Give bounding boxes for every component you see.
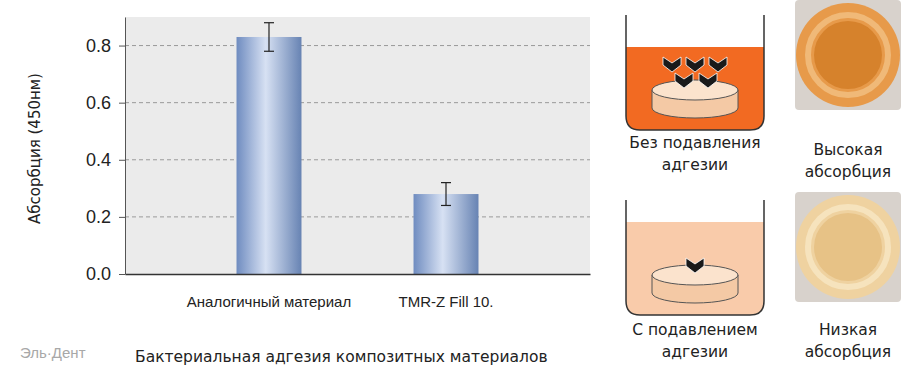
x-axis-line: [126, 274, 591, 276]
bar: [237, 37, 302, 274]
photo: [795, 192, 901, 302]
x-tick: Аналогичный материал: [187, 274, 351, 310]
x-tick: TMR-Z Fill 10.: [399, 274, 494, 310]
bacterium: [709, 57, 727, 72]
annotation: Без подавления: [629, 134, 760, 152]
error-bar-stem: [268, 23, 269, 52]
bar: [414, 194, 479, 274]
beaker-liquid: [626, 47, 764, 130]
error-bar-cap: [264, 51, 274, 52]
y-tick-label: 0.4: [86, 150, 111, 170]
x-axis: Аналогичный материал TMR-Z Fill 10.: [126, 274, 591, 310]
error-bar: [264, 23, 274, 52]
x-tick-label: TMR-Z Fill 10.: [399, 293, 494, 310]
beaker-outline: [626, 15, 764, 130]
annotation: абсорбция: [805, 163, 891, 181]
y-tick-mark: [119, 46, 125, 47]
grid: [125, 46, 590, 217]
y-tick-label: 0.8: [86, 36, 111, 56]
plot-background: [125, 17, 590, 274]
photo-rim: [808, 15, 888, 95]
y-tick-label: 0.0: [86, 264, 111, 284]
y-tick: 0.0: [86, 264, 125, 284]
y-tick-label: 0.2: [86, 207, 111, 227]
y-tick: 0.2: [86, 207, 125, 227]
photo-background: [795, 0, 901, 110]
annotation: С подавлением: [632, 321, 758, 339]
y-tick-mark: [119, 274, 125, 275]
grid-line: [125, 45, 590, 46]
bacterium: [686, 258, 704, 273]
watermark: Эль·Дент: [20, 344, 86, 361]
beaker: [626, 15, 764, 130]
photo-well: [796, 3, 900, 107]
bacterium: [675, 73, 693, 88]
y-tick-mark: [119, 217, 125, 218]
plot-area: [237, 23, 479, 274]
photo-center: [814, 21, 882, 89]
annotation: адгезии: [662, 343, 728, 361]
chart: 0.0 0.2 0.4 0.6 0.8 Аналогичный материал TMR-Z…: [0, 0, 922, 387]
y-axis-title: Абсорбция (450нм): [26, 73, 44, 224]
y-tick-mark: [119, 103, 125, 104]
y-tick: 0.8: [86, 36, 125, 56]
y-tick: 0.4: [86, 150, 125, 170]
y-tick-mark: [119, 160, 125, 161]
error-bar-stem: [445, 183, 446, 206]
grid-line: [125, 102, 590, 103]
bacterium: [686, 57, 704, 72]
x-tick-label: Аналогичный материал: [187, 293, 351, 310]
bacterium: [699, 73, 717, 88]
photo-rim: [808, 207, 888, 287]
title: Бактериальная адгезия композитных матери…: [135, 348, 548, 366]
y-tick-label: 0.6: [86, 93, 111, 113]
y-axis: 0.0 0.2 0.4 0.6 0.8: [86, 18, 126, 285]
beaker-liquid: [626, 222, 764, 315]
illustrations: [626, 0, 901, 315]
grid-line: [125, 216, 590, 217]
photo: [795, 0, 901, 110]
annotation: Низкая: [819, 321, 877, 339]
y-axis-line: [125, 18, 126, 275]
error-bar: [441, 183, 451, 206]
photo-well: [796, 195, 900, 299]
error-bar-cap: [441, 205, 451, 206]
error-bar-cap: [441, 182, 451, 183]
photo-background: [795, 192, 901, 302]
beaker: [626, 200, 764, 315]
grid-line: [125, 159, 590, 160]
bacterium: [663, 57, 681, 72]
annotation: Высокая: [813, 141, 882, 159]
annotation: адгезии: [662, 156, 728, 174]
y-tick: 0.6: [86, 93, 125, 113]
annotation: абсорбция: [805, 343, 891, 361]
error-bar-cap: [264, 22, 274, 23]
photo-center: [814, 213, 882, 281]
disk-top: [652, 80, 738, 100]
beaker-outline: [626, 200, 764, 315]
